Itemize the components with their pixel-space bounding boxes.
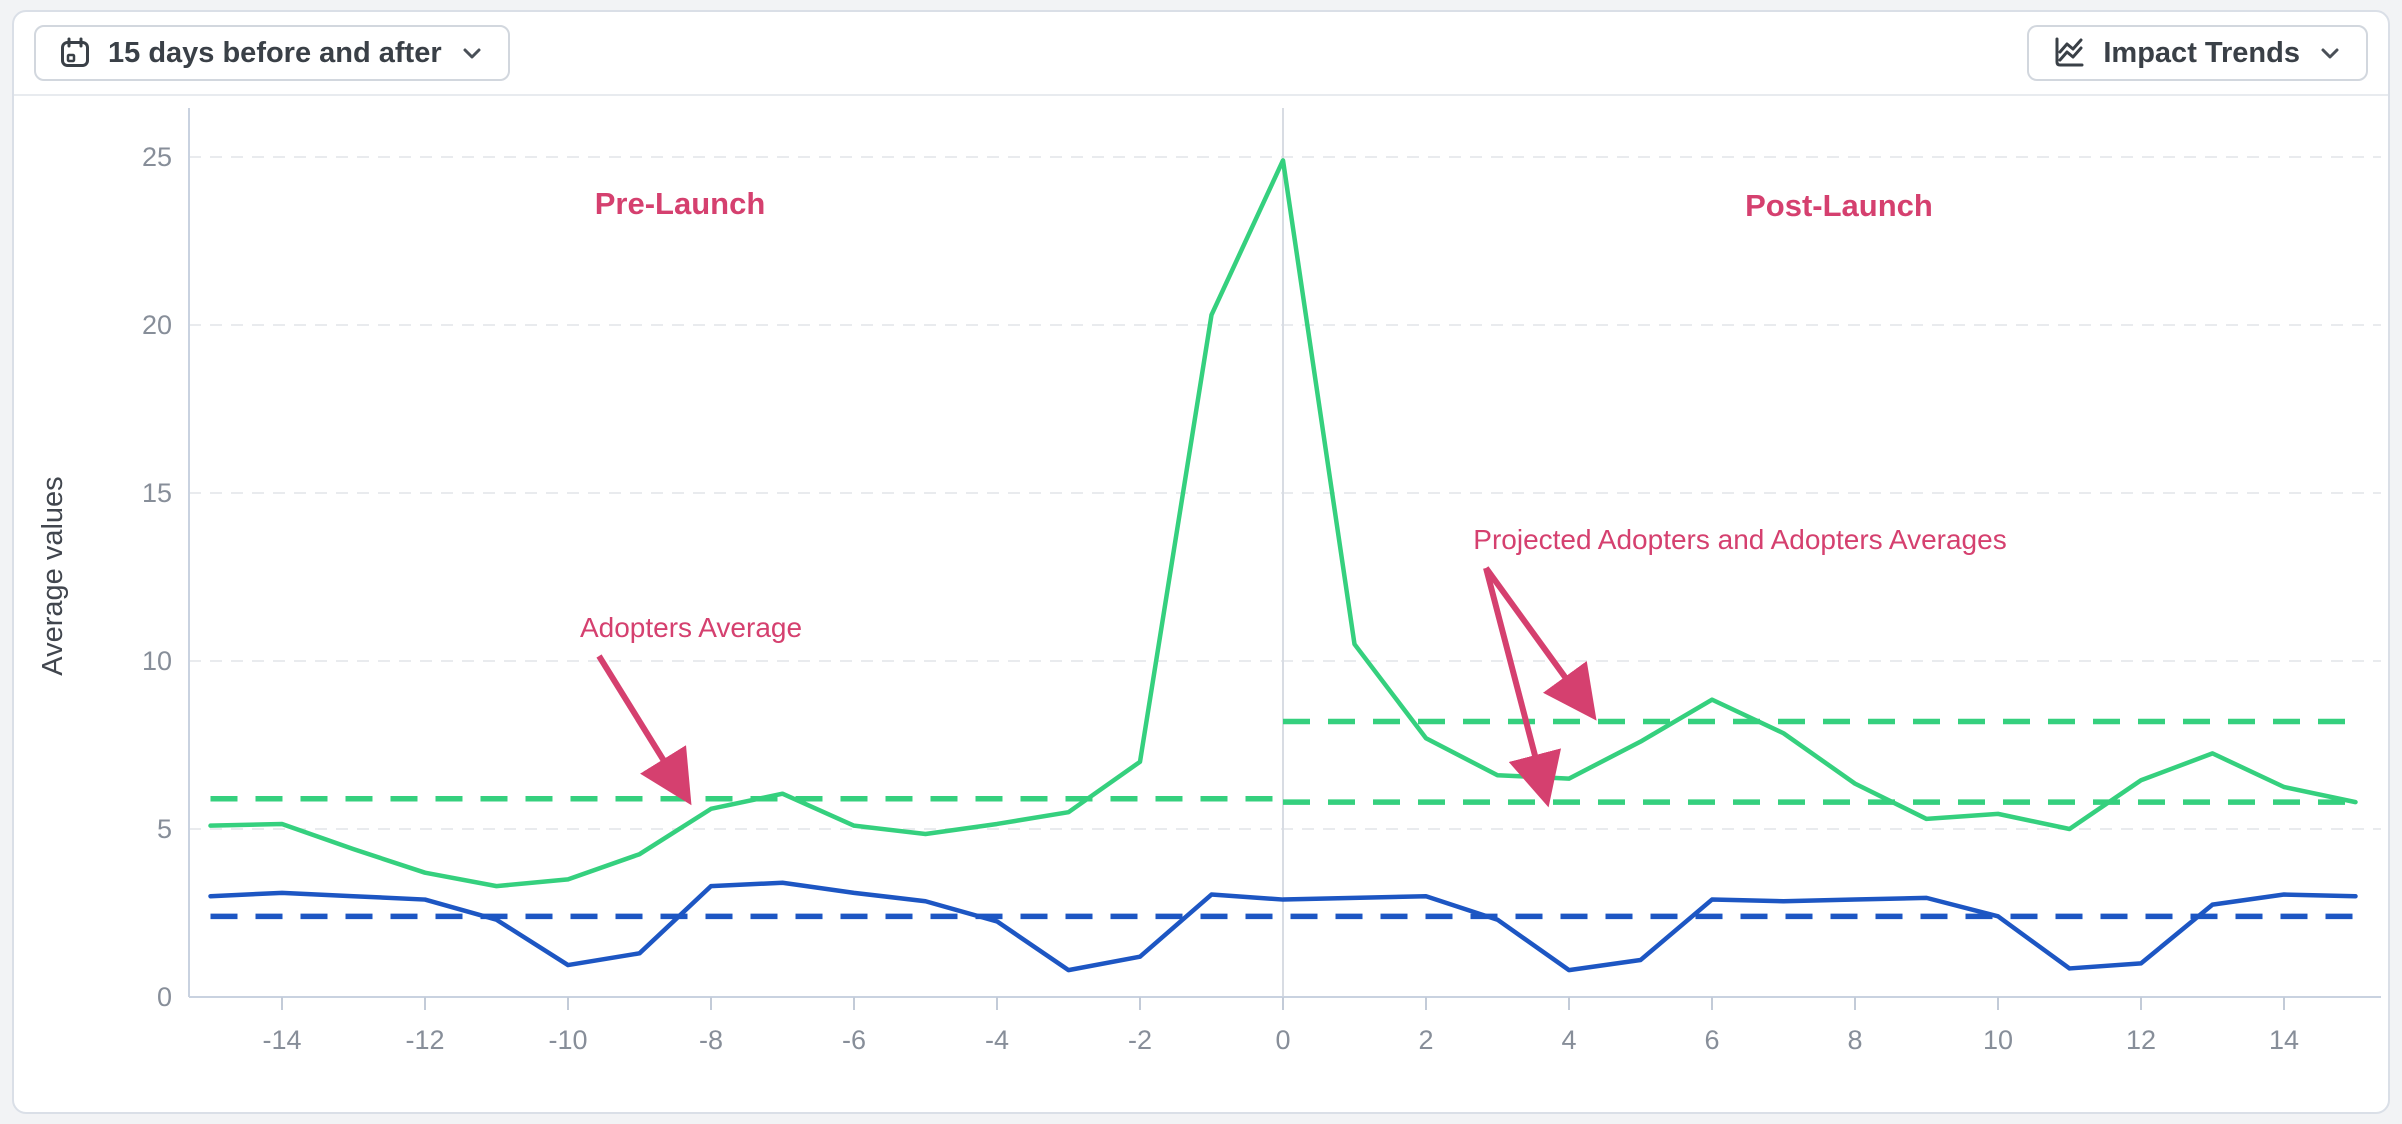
y-tick-label: 15	[142, 478, 172, 508]
x-tick-label: -12	[405, 1025, 444, 1055]
chart-canvas: -14 -12 -10 -8 -6 -4 -2 0 2 4 6 8 10 12 14 0 5 10 15 20 25 Av…	[37, 108, 2381, 1055]
impact-trends-button[interactable]: Impact Trends	[2027, 25, 2368, 81]
x-tick-label: 2	[1418, 1025, 1433, 1055]
x-tick-label: -4	[985, 1025, 1009, 1055]
date-range-label: 15 days before and after	[108, 36, 442, 69]
annotation-arrow	[1483, 567, 1562, 808]
x-tick-label: -8	[699, 1025, 723, 1055]
x-tick-label: 12	[2126, 1025, 2156, 1055]
y-tick-label: 25	[142, 142, 172, 172]
adopters-average-annotation: Adopters Average	[580, 612, 802, 643]
projected-averages-annotation: Projected Adopters and Adopters Averages	[1473, 524, 2006, 555]
chevron-down-icon	[458, 39, 486, 67]
impact-trends-label: Impact Trends	[2103, 36, 2300, 69]
toolbar: 15 days before and after Impact Trends	[14, 12, 2388, 96]
date-range-button[interactable]: 15 days before and after	[34, 25, 510, 81]
chart-trends-icon	[2051, 35, 2087, 71]
x-tick-label: -2	[1128, 1025, 1152, 1055]
x-tick-label: 8	[1847, 1025, 1862, 1055]
x-tick-label: 10	[1983, 1025, 2013, 1055]
series-line-adopters	[208, 158, 2358, 889]
x-tick-label: -10	[548, 1025, 587, 1055]
pre-launch-label: Pre-Launch	[595, 186, 766, 221]
chart-card: 15 days before and after Impact Trends	[12, 10, 2390, 1114]
y-tick-label: 0	[157, 982, 172, 1012]
x-tick-label: -14	[262, 1025, 301, 1055]
chevron-down-icon	[2316, 39, 2344, 67]
x-tick-label: 4	[1561, 1025, 1576, 1055]
line-chart: -14 -12 -10 -8 -6 -4 -2 0 2 4 6 8 10 12 14 0 5 10 15 20 25 Av…	[14, 96, 2388, 1112]
annotation-arrow	[596, 654, 692, 806]
annotation-arrow	[1483, 566, 1597, 721]
y-tick-label: 10	[142, 646, 172, 676]
x-tick-label: 14	[2269, 1025, 2299, 1055]
calendar-icon	[58, 36, 92, 70]
series-line-projected-adopters	[208, 880, 2358, 973]
y-tick-label: 20	[142, 310, 172, 340]
y-axis-title: Average values	[37, 476, 69, 675]
x-tick-label: 6	[1704, 1025, 1719, 1055]
post-launch-label: Post-Launch	[1745, 188, 1933, 223]
x-tick-label: -6	[842, 1025, 866, 1055]
y-tick-label: 5	[157, 814, 172, 844]
x-tick-label: 0	[1275, 1025, 1290, 1055]
